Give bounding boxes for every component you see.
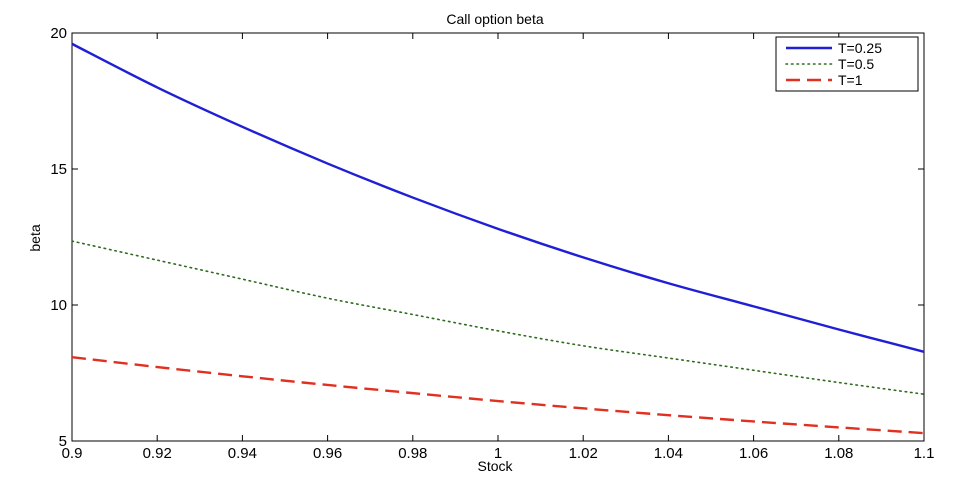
- x-axis-label: Stock: [477, 458, 513, 474]
- legend-box: [775, 36, 919, 92]
- x-tick-label: 1.08: [824, 445, 853, 462]
- x-tick-label: 1.06: [739, 445, 768, 462]
- x-tick-label: 1.1: [914, 445, 935, 462]
- x-tick-label: 0.94: [228, 445, 257, 462]
- y-tick-label: 10: [50, 297, 67, 314]
- x-tick-label: 1: [494, 445, 502, 462]
- series-line-2: [71, 356, 925, 435]
- y-tick-label: 20: [50, 25, 67, 42]
- y-axis-label: beta: [27, 224, 43, 251]
- legend-label: T=0.5: [838, 56, 874, 72]
- chart-title: Call option beta: [446, 11, 544, 27]
- x-tick-label: 0.98: [398, 445, 427, 462]
- x-tick-label: 0.92: [143, 445, 172, 462]
- plot-area: 0.9 0.92 0.94 0.96 0.98 1 1.02 1.04 1.06 1.08 1.1 5…: [50, 25, 934, 462]
- x-tick-label: 0.9: [62, 445, 83, 462]
- series-line-0: [71, 42, 925, 353]
- y-tick-label: 15: [50, 161, 67, 178]
- x-tick-label: 1.02: [569, 445, 598, 462]
- legend-label: T=0.25: [838, 40, 882, 56]
- x-tick-label: 0.96: [313, 445, 342, 462]
- series-line-1: [71, 240, 925, 396]
- x-tick-label: 1.04: [654, 445, 683, 462]
- legend-label: T=1: [838, 72, 863, 88]
- y-tick-label: 5: [59, 433, 67, 450]
